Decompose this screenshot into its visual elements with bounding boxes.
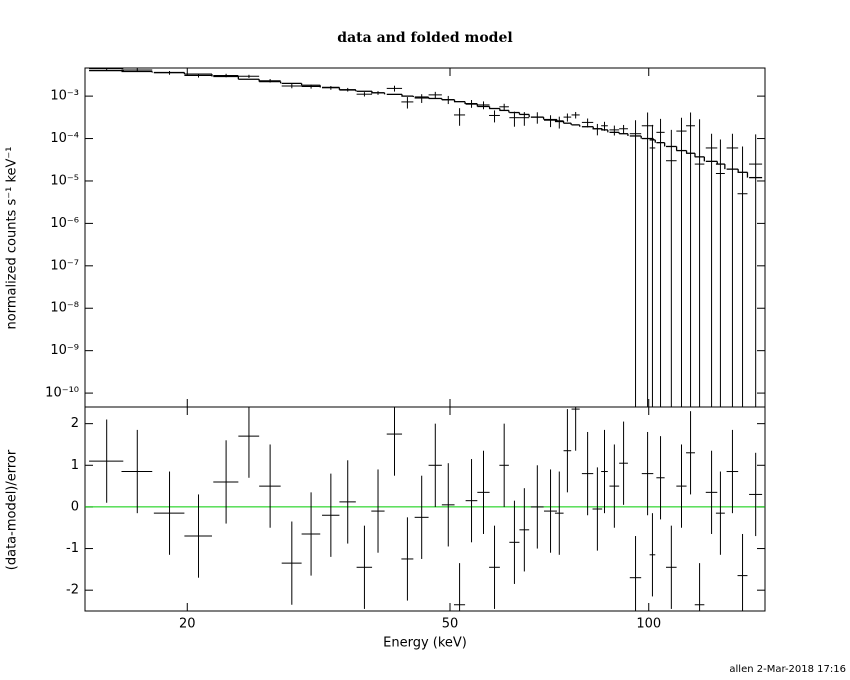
- plot-frame: [84, 406, 766, 612]
- y-tick-label: -1: [66, 541, 79, 556]
- y-tick-label: 0: [71, 499, 79, 514]
- chart-title: data and folded model: [337, 30, 512, 46]
- footer: allen 2-Mar-2018 17:16: [729, 664, 846, 675]
- y-axis-label: (data-model)/error: [5, 449, 20, 570]
- y-tick-label: 2: [71, 416, 79, 431]
- x-tick-label: 50: [442, 617, 459, 632]
- y-tick-label: 10⁻⁶: [50, 216, 79, 231]
- x-axis-label: Energy (keV): [383, 636, 467, 651]
- y-tick-label: 1: [71, 458, 79, 473]
- y-tick-label: 10⁻¹⁰: [45, 386, 79, 401]
- y-tick-label: -2: [66, 583, 79, 598]
- y-tick-label: 10⁻³: [50, 89, 79, 104]
- plot-frame: [84, 67, 766, 408]
- x-tick-label: 100: [636, 617, 661, 632]
- y-tick-label: 10⁻⁸: [50, 301, 79, 316]
- y-axis-label: normalized counts s⁻¹ keV⁻¹: [5, 147, 20, 330]
- y-tick-label: 10⁻⁵: [50, 173, 79, 188]
- y-tick-label: 10⁻⁷: [50, 258, 79, 273]
- x-tick-label: 20: [179, 617, 196, 632]
- y-tick-label: 10⁻⁴: [50, 131, 79, 146]
- y-tick-label: 10⁻⁹: [50, 343, 79, 358]
